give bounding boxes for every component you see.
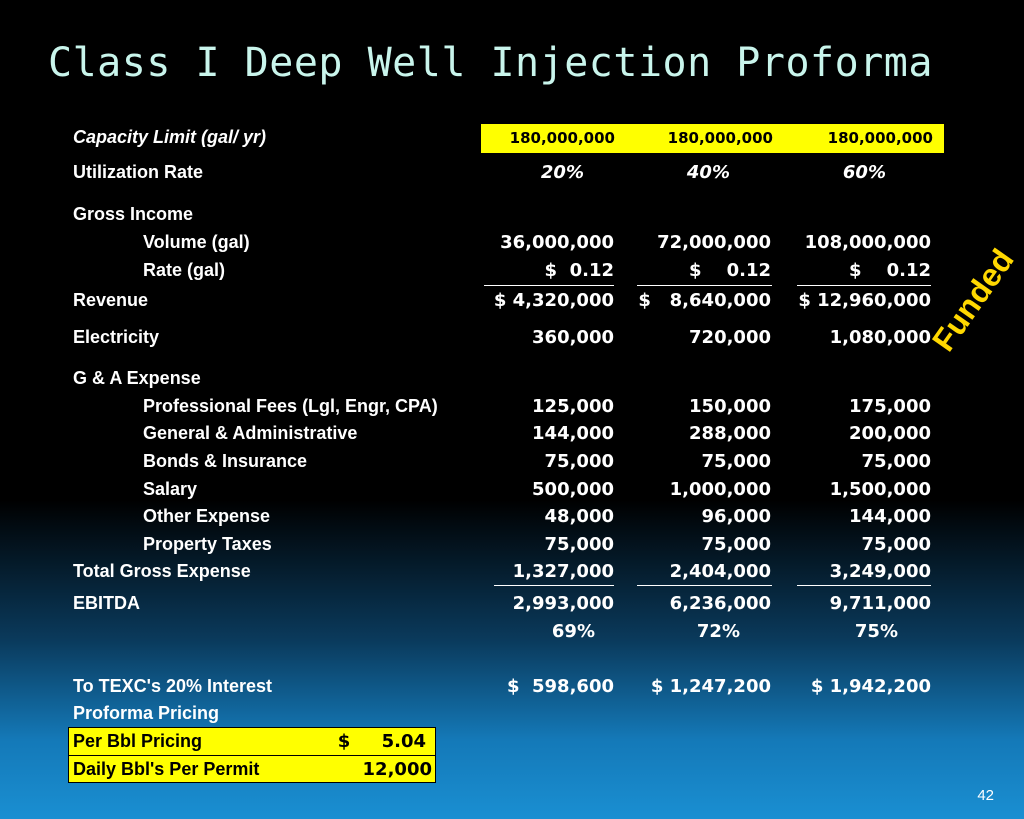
salary-value-2: 1,000,000 <box>669 479 771 500</box>
other-expense-value-3: 144,000 <box>849 506 931 527</box>
total-expense-label: Total Gross Expense <box>73 561 251 581</box>
rate-underline-2 <box>637 285 772 286</box>
ebitda-label: EBITDA <box>73 593 140 613</box>
interest-label: To TEXC's 20% Interest <box>73 676 273 696</box>
total-underline-3 <box>797 585 931 586</box>
ebitda-margin-1: 69% <box>551 621 595 642</box>
other-expense-value-1: 48,000 <box>544 506 614 527</box>
rate-value-1: $ 0.12 <box>544 260 614 281</box>
prof-fees-value-3: 175,000 <box>849 396 931 417</box>
salary-label: Salary <box>143 479 198 499</box>
electricity-value-1: 360,000 <box>532 327 614 348</box>
revenue-label: Revenue <box>73 290 149 310</box>
gross-income-label: Gross Income <box>73 204 194 224</box>
ebitda-value-1: 2,993,000 <box>512 593 614 614</box>
pricing-box-divider <box>68 755 436 756</box>
per-bbl-label: Per Bbl Pricing <box>73 731 203 751</box>
total-expense-value-2: 2,404,000 <box>669 561 771 582</box>
total-underline-1 <box>494 585 614 586</box>
interest-value-3: $ 1,942,200 <box>810 676 931 697</box>
ebitda-value-3: 9,711,000 <box>829 593 931 614</box>
total-expense-value-3: 3,249,000 <box>829 561 931 582</box>
gen-admin-value-3: 200,000 <box>849 423 931 444</box>
revenue-value-2: $ 8,640,000 <box>638 290 771 311</box>
bonds-value-2: 75,000 <box>701 451 771 472</box>
utilization-label: Utilization Rate <box>73 162 204 182</box>
bonds-value-1: 75,000 <box>544 451 614 472</box>
electricity-label: Electricity <box>73 327 160 347</box>
gen-admin-value-1: 144,000 <box>532 423 614 444</box>
ga-expense-label: G & A Expense <box>73 368 201 388</box>
capacity-value-3: 180,000,000 <box>827 129 933 147</box>
total-underline-2 <box>637 585 772 586</box>
per-bbl-value: $ 5.04 <box>337 731 426 752</box>
property-taxes-label: Property Taxes <box>143 534 272 554</box>
other-expense-label: Other Expense <box>143 506 271 526</box>
property-taxes-value-1: 75,000 <box>544 534 614 555</box>
rate-value-3: $ 0.12 <box>848 260 931 281</box>
bonds-value-3: 75,000 <box>861 451 931 472</box>
proforma-pricing-label: Proforma Pricing <box>73 703 220 723</box>
prof-fees-label: Professional Fees (Lgl, Engr, CPA) <box>143 396 438 416</box>
daily-bbl-label: Daily Bbl's Per Permit <box>73 759 260 779</box>
rate-value-2: $ 0.12 <box>688 260 771 281</box>
capacity-highlight <box>481 124 944 153</box>
daily-bbl-value: 12,000 <box>362 759 432 780</box>
funded-stamp: Funded <box>925 242 1021 358</box>
ebitda-margin-2: 72% <box>696 621 740 642</box>
volume-value-1: 36,000,000 <box>500 232 614 253</box>
revenue-value-3: $ 12,960,000 <box>798 290 931 311</box>
gen-admin-label: General & Administrative <box>143 423 358 443</box>
bonds-label: Bonds & Insurance <box>143 451 308 471</box>
utilization-value-3: 60% <box>842 162 886 183</box>
ebitda-value-2: 6,236,000 <box>669 593 771 614</box>
ebitda-margin-3: 75% <box>854 621 898 642</box>
utilization-value-1: 20% <box>540 162 584 183</box>
other-expense-value-2: 96,000 <box>701 506 771 527</box>
total-expense-value-1: 1,327,000 <box>512 561 614 582</box>
slide-title: Class I Deep Well Injection Proforma <box>48 40 933 86</box>
salary-value-1: 500,000 <box>532 479 614 500</box>
page-number: 42 <box>977 787 994 804</box>
salary-value-3: 1,500,000 <box>829 479 931 500</box>
capacity-label: Capacity Limit (gal/ yr) <box>73 127 267 147</box>
interest-value-2: $ 1,247,200 <box>650 676 771 697</box>
rate-underline-3 <box>797 285 931 286</box>
gen-admin-value-2: 288,000 <box>689 423 771 444</box>
utilization-value-2: 40% <box>686 162 730 183</box>
capacity-value-2: 180,000,000 <box>667 129 773 147</box>
prof-fees-value-2: 150,000 <box>689 396 771 417</box>
volume-label: Volume (gal) <box>143 232 250 252</box>
property-taxes-value-2: 75,000 <box>701 534 771 555</box>
rate-underline-1 <box>484 285 614 286</box>
electricity-value-3: 1,080,000 <box>829 327 931 348</box>
volume-value-3: 108,000,000 <box>804 232 931 253</box>
property-taxes-value-3: 75,000 <box>861 534 931 555</box>
prof-fees-value-1: 125,000 <box>532 396 614 417</box>
electricity-value-2: 720,000 <box>689 327 771 348</box>
volume-value-2: 72,000,000 <box>657 232 771 253</box>
interest-value-1: $ 598,600 <box>506 676 614 697</box>
rate-label: Rate (gal) <box>143 260 226 280</box>
revenue-value-1: $ 4,320,000 <box>493 290 614 311</box>
capacity-value-1: 180,000,000 <box>509 129 615 147</box>
